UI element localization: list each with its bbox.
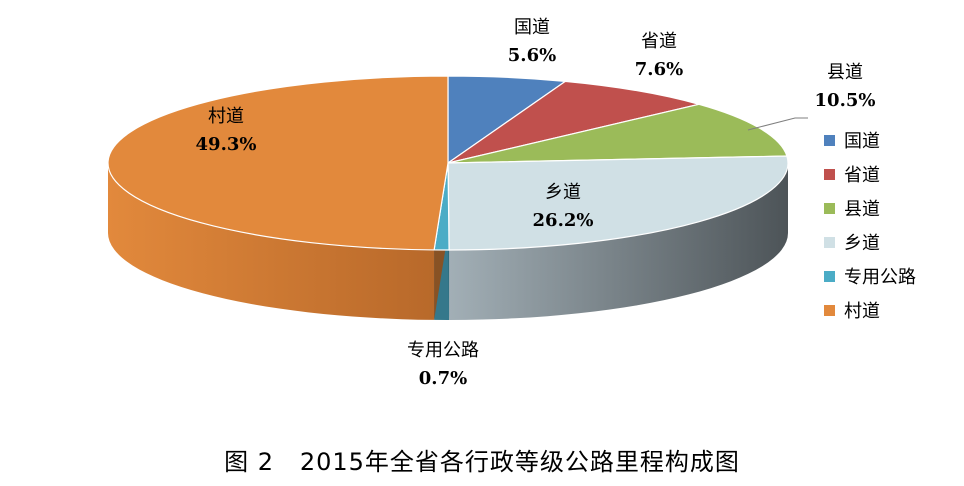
pie-slice-cundao <box>107 75 449 251</box>
legend-label-guodao: 国道 <box>844 131 880 152</box>
slice-label-zhuanyong: 专用公路 <box>407 340 479 361</box>
slice-labels: 国道 5.6% 省道 7.6% 县道 10.5% 乡道 26.2% 专用公路 0.7% 村道 49.3… <box>196 17 876 389</box>
slice-label-guodao: 国道 <box>514 17 550 38</box>
leader-line-xiandao <box>747 117 808 131</box>
legend-label-xiandao: 县道 <box>844 199 880 220</box>
slice-percent-zhuanyong: 0.7% <box>419 368 467 389</box>
slice-percent-shengdao: 7.6% <box>635 59 683 80</box>
pie-side-xiangdao <box>449 163 789 320</box>
legend-label-zhuanyong: 专用公路 <box>844 267 916 288</box>
slice-label-shengdao: 省道 <box>641 31 677 52</box>
pie-slice-xiandao <box>447 103 788 164</box>
slice-label-cundao: 村道 <box>208 106 244 127</box>
pie-side-cundao <box>108 163 435 320</box>
legend-swatch-xiandao <box>824 203 835 214</box>
pie-slice-xiangdao <box>447 155 789 251</box>
legend-swatch-shengdao <box>824 169 835 180</box>
leader-lines <box>747 117 808 131</box>
pie-slice-shengdao <box>447 80 700 164</box>
figure-caption: 图 2 2015年全省各行政等级公路里程构成图 <box>224 448 740 476</box>
legend-swatch-guodao <box>824 135 835 146</box>
legend-label-cundao: 村道 <box>844 301 880 322</box>
slice-label-xiangdao: 乡道 <box>545 182 581 203</box>
legend-swatch-xiangdao <box>824 237 835 248</box>
legend-swatch-zhuanyong <box>824 271 835 282</box>
slice-label-xiandao: 县道 <box>827 62 863 83</box>
legend-label-shengdao: 省道 <box>844 165 880 186</box>
legend-swatch-cundao <box>824 305 835 316</box>
legend-label-xiangdao: 乡道 <box>844 233 880 254</box>
slice-percent-guodao: 5.6% <box>508 45 556 66</box>
pie-top-faces <box>107 75 789 251</box>
slice-percent-xiandao: 10.5% <box>815 90 876 111</box>
slice-percent-cundao: 49.3% <box>196 134 257 155</box>
slice-percent-xiangdao: 26.2% <box>533 210 594 231</box>
